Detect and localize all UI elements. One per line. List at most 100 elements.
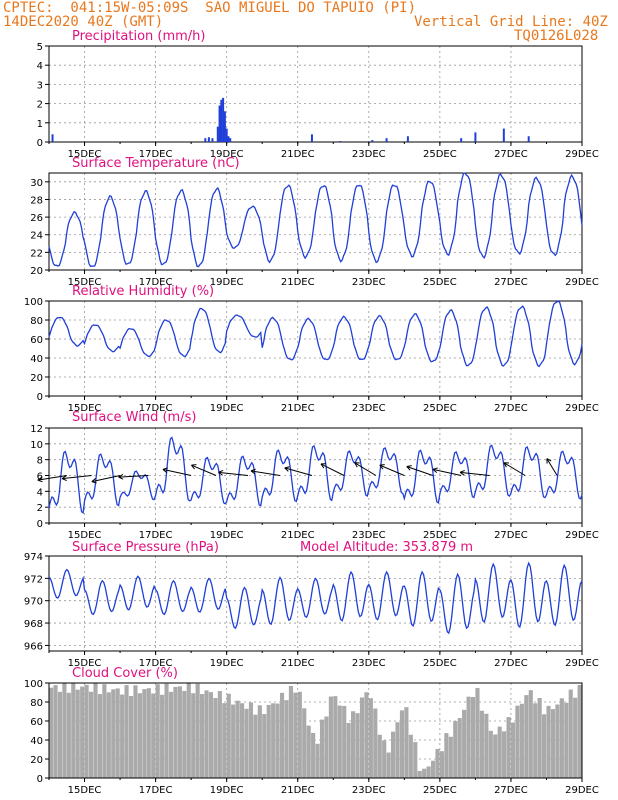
x-tick-label: 21DEC [281,530,315,541]
precip-bar [527,136,530,142]
cloud-bar [391,731,396,778]
precip-bar [474,132,477,142]
precip-bar [222,97,225,142]
cloud-bar [235,700,240,778]
cloud-bar [493,734,498,778]
x-tick-label: 15DEC [68,403,102,414]
cloud-bar [435,748,440,778]
x-tick-label: 17DEC [139,149,173,160]
cloud-bar [439,751,445,778]
plot-frame [48,427,583,524]
cloud-bar [164,683,169,778]
cloud-bar [470,697,476,778]
wind-speed-line [48,436,583,515]
wind-arrow [503,462,526,476]
y-tick-label: 10 [30,440,43,451]
cloud-bar [106,692,111,778]
precip-bar [371,140,374,142]
y-tick-label: 26 [30,213,43,224]
cloud-bar [120,694,125,778]
temp-title: Surface Temperature (nC) [72,156,240,171]
x-tick-label: 27DEC [494,149,528,160]
cloud-bar [404,707,409,778]
cloud-bar [279,692,285,778]
x-tick-label: 15DEC [68,530,102,541]
cloud-bar [537,698,542,778]
x-tick-label: 25DEC [423,403,457,414]
cloud-bar [302,708,307,778]
cloud-bar [466,696,471,778]
x-tick-label: 19DEC [210,277,244,288]
cloud-bar [204,690,209,778]
cloud-bar [444,733,449,778]
cloud-bar [351,711,356,778]
wind-arrow-head [459,469,465,473]
wind-arrow [250,470,281,476]
x-tick-label: 25DEC [423,785,457,796]
plot-frame-overlay [48,682,583,779]
precip-bar [51,134,54,142]
cloud-bar [71,683,76,778]
wind-arrow [432,468,462,476]
cloud-bar [430,760,436,778]
wind-arrow-head [91,481,97,484]
x-tick-label: 29DEC [565,277,599,288]
wind-arrow-head [546,458,552,462]
y-tick-label: 12 [30,424,43,435]
cloud-bar [88,691,94,778]
wind-arrow-head [61,475,67,480]
y-tick-label: 28 [30,195,43,206]
x-tick-label: 23DEC [352,403,386,414]
rh-title: Relative Humidity (%) [72,284,215,299]
pressure-line [48,561,583,635]
wind-arrow [91,475,121,483]
plot-frame [48,172,583,271]
cloud-bar [528,690,533,778]
cloud-bar [510,722,516,778]
y-tick-label: 0 [37,774,43,785]
cloud-bar [462,709,467,778]
cloud-bar [577,684,582,778]
cloud-bar [502,731,507,778]
wind-arrow-head [37,479,43,483]
cloud-bar [484,713,489,778]
cloud-bar [422,768,427,778]
wind-arrow-head [354,462,358,468]
wind-arrow [37,475,67,481]
cloud-bar [328,696,333,778]
cloud-bar [208,692,214,778]
precip-bar [339,141,342,142]
cloud-bar [546,705,551,778]
y-tick-label: 3 [37,80,43,91]
y-tick-label: 2 [37,100,43,111]
cloud-bar [62,683,67,778]
precip-bar [227,136,230,142]
cloud-bar [213,698,218,778]
x-tick-label: 21DEC [281,785,315,796]
cloud-bar [311,732,316,778]
y-tick-label: 80 [30,698,43,709]
x-tick-label: 15DEC [68,785,102,796]
wind-arrow-head [379,464,384,470]
y-tick-label: 22 [30,248,43,259]
cloud-bar [457,718,462,778]
x-tick-label: 23DEC [352,277,386,288]
y-tick-label: 20 [30,755,43,766]
x-tick-label: 25DEC [423,149,457,160]
x-tick-label: 29DEC [565,785,599,796]
y-tick-label: 24 [30,231,43,242]
wind-arrow-head [162,468,168,473]
cloud-bar [297,691,302,778]
x-tick-label: 15DEC [68,658,102,669]
cloud-bar [479,710,484,778]
y-tick-label: 974 [24,552,43,563]
cloud-bar [217,691,222,778]
cloud-bar [564,702,569,778]
cloud-bar [275,703,280,778]
wind-arrow-head [250,470,256,475]
x-tick-label: 25DEC [423,530,457,541]
cloud-bar [124,685,129,778]
x-tick-label: 21DEC [281,277,315,288]
x-tick-label: 23DEC [352,658,386,669]
